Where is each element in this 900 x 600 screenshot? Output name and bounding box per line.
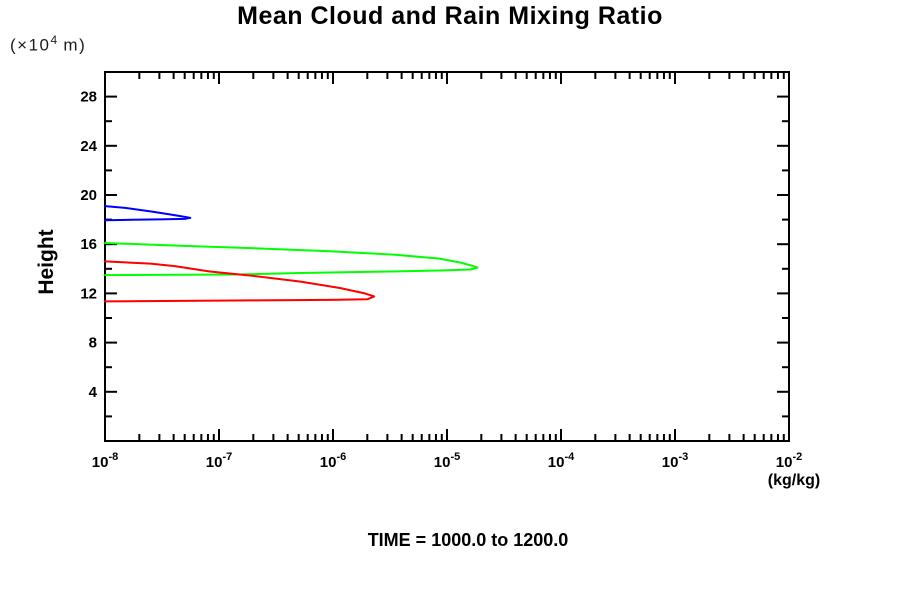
x-axis-unit-label: (kg/kg) bbox=[767, 472, 821, 489]
y-tick-label: 24 bbox=[80, 138, 97, 155]
y-tick-label: 16 bbox=[80, 236, 97, 253]
y-tick-label: 28 bbox=[80, 89, 97, 106]
time-caption: TIME = 1000.0 to 1200.0 bbox=[367, 530, 569, 550]
blue-curve bbox=[104, 205, 192, 222]
y-tick-label: 20 bbox=[80, 187, 97, 204]
y-unit-exponent: 4 bbox=[50, 33, 58, 47]
x-tick-label: 10-5 bbox=[434, 451, 460, 471]
red-curve bbox=[104, 260, 376, 303]
y-tick-label: 4 bbox=[89, 384, 98, 401]
x-tick-label: 10-6 bbox=[320, 451, 346, 471]
y-unit-open: (×10 bbox=[10, 35, 51, 55]
plot-border bbox=[104, 71, 790, 442]
x-tick-label: 10-3 bbox=[662, 451, 688, 471]
x-tick-label: 10-2 bbox=[776, 451, 802, 471]
chart-title: Mean Cloud and Rain Mixing Ratio bbox=[237, 2, 663, 30]
green-curve bbox=[104, 242, 479, 277]
x-tick-label: 10-4 bbox=[548, 451, 575, 471]
y-unit-close: m) bbox=[57, 35, 87, 55]
y-tick-label: 12 bbox=[80, 285, 97, 302]
y-tick-label: 8 bbox=[89, 335, 97, 352]
x-tick-label: 10-8 bbox=[92, 451, 118, 471]
x-tick-label: 10-7 bbox=[206, 451, 232, 471]
plot-canvas: 10-8 10-7 10-6 10-5 10-4 10-3 10-2 4 8 12 16 20 24 28 bbox=[80, 71, 802, 471]
y-axis-unit-label: (×104 m) bbox=[10, 33, 86, 56]
